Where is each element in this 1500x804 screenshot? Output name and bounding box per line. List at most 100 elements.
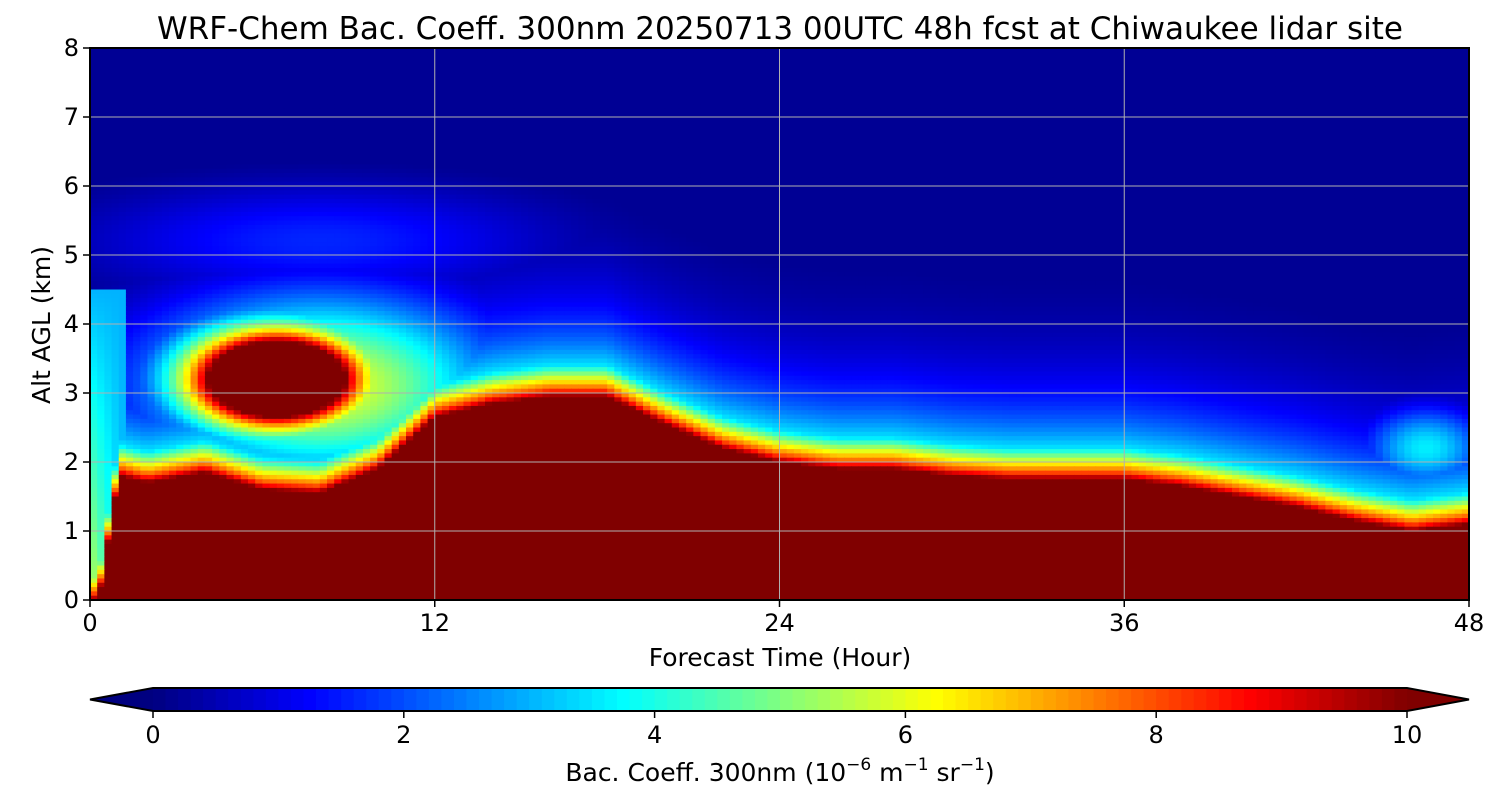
heatmap-cell: [909, 104, 917, 109]
heatmap-cell: [772, 152, 780, 157]
heatmap-cell: [1031, 152, 1039, 157]
heatmap-cell: [320, 87, 328, 92]
heatmap-cell: [593, 108, 601, 113]
heatmap-cell: [894, 108, 902, 113]
heatmap-cell: [1131, 108, 1139, 113]
heatmap-cell: [499, 108, 507, 113]
heatmap-cell: [1167, 52, 1175, 57]
heatmap-cell: [492, 147, 500, 152]
heatmap-cell: [277, 61, 285, 66]
heatmap-cell: [1232, 126, 1240, 131]
heatmap-cell: [1096, 156, 1104, 161]
heatmap-cell: [1110, 108, 1118, 113]
heatmap-cell: [219, 126, 227, 131]
heatmap-cell: [442, 65, 450, 70]
heatmap-cell: [291, 147, 299, 152]
heatmap-cell: [1146, 152, 1154, 157]
heatmap-cell: [205, 130, 213, 135]
heatmap-cell: [1103, 74, 1111, 79]
heatmap-cell: [1153, 130, 1161, 135]
heatmap-cell: [1117, 91, 1125, 96]
heatmap-cell: [1002, 100, 1010, 105]
heatmap-cell: [1088, 65, 1096, 70]
heatmap-cell: [384, 126, 392, 131]
heatmap-cell: [600, 52, 608, 57]
heatmap-cell: [736, 108, 744, 113]
heatmap-cell: [1110, 156, 1118, 161]
heatmap-cell: [1175, 117, 1183, 122]
heatmap-cell: [456, 143, 464, 148]
heatmap-cell: [327, 134, 335, 139]
heatmap-cell: [600, 70, 608, 75]
heatmap-cell: [169, 139, 177, 144]
heatmap-cell: [837, 139, 845, 144]
heatmap-cell: [894, 143, 902, 148]
heatmap-cell: [945, 152, 953, 157]
heatmap-cell: [1275, 57, 1283, 62]
heatmap-cell: [262, 57, 270, 62]
heatmap-cell: [112, 139, 120, 144]
heatmap-cell: [205, 147, 213, 152]
heatmap-cell: [1268, 57, 1276, 62]
heatmap-cell: [1412, 100, 1420, 105]
heatmap-cell: [952, 87, 960, 92]
heatmap-cell: [234, 117, 242, 122]
heatmap-cell: [399, 156, 407, 161]
heatmap-cell: [514, 70, 522, 75]
heatmap-cell: [471, 108, 479, 113]
heatmap-cell: [557, 104, 565, 109]
heatmap-cell: [377, 121, 385, 126]
heatmap-cell: [356, 156, 364, 161]
heatmap-cell: [902, 78, 910, 83]
heatmap-cell: [672, 95, 680, 100]
heatmap-cell: [851, 100, 859, 105]
heatmap-cell: [521, 143, 529, 148]
heatmap-cell: [1203, 156, 1211, 161]
heatmap-cell: [1275, 95, 1283, 100]
heatmap-cell: [586, 126, 594, 131]
heatmap-cell: [320, 61, 328, 66]
heatmap-cell: [923, 57, 931, 62]
heatmap-cell: [657, 156, 665, 161]
heatmap-cell: [808, 117, 816, 122]
heatmap-cell: [528, 121, 536, 126]
heatmap-cell: [370, 70, 378, 75]
heatmap-cell: [162, 52, 170, 57]
heatmap-cell: [341, 52, 349, 57]
heatmap-cell: [823, 95, 831, 100]
heatmap-cell: [693, 134, 701, 139]
heatmap-cell: [1268, 100, 1276, 105]
heatmap-cell: [1045, 139, 1053, 144]
heatmap-cell: [270, 143, 278, 148]
heatmap-cell: [930, 139, 938, 144]
heatmap-cell: [966, 78, 974, 83]
heatmap-cell: [1447, 70, 1455, 75]
heatmap-cell: [873, 57, 881, 62]
heatmap-cell: [1024, 156, 1032, 161]
heatmap-cell: [564, 134, 572, 139]
heatmap-cell: [1009, 65, 1017, 70]
heatmap-cell: [1261, 147, 1269, 152]
heatmap-cell: [593, 74, 601, 79]
heatmap-cell: [988, 130, 996, 135]
heatmap-cell: [112, 104, 120, 109]
heatmap-cell: [528, 100, 536, 105]
heatmap-cell: [1368, 57, 1376, 62]
heatmap-cell: [686, 143, 694, 148]
heatmap-cell: [930, 130, 938, 135]
heatmap-cell: [564, 130, 572, 135]
heatmap-cell: [535, 100, 543, 105]
heatmap-cell: [1232, 74, 1240, 79]
heatmap-cell: [1383, 108, 1391, 113]
heatmap-cell: [1067, 147, 1075, 152]
heatmap-cell: [1160, 143, 1168, 148]
heatmap-cell: [1189, 104, 1197, 109]
heatmap-cell: [650, 147, 658, 152]
heatmap-cell: [1426, 139, 1434, 144]
heatmap-cell: [277, 108, 285, 113]
heatmap-cell: [1110, 78, 1118, 83]
heatmap-cell: [981, 65, 989, 70]
heatmap-cell: [550, 130, 558, 135]
heatmap-cell: [1153, 126, 1161, 131]
heatmap-cell: [887, 156, 895, 161]
